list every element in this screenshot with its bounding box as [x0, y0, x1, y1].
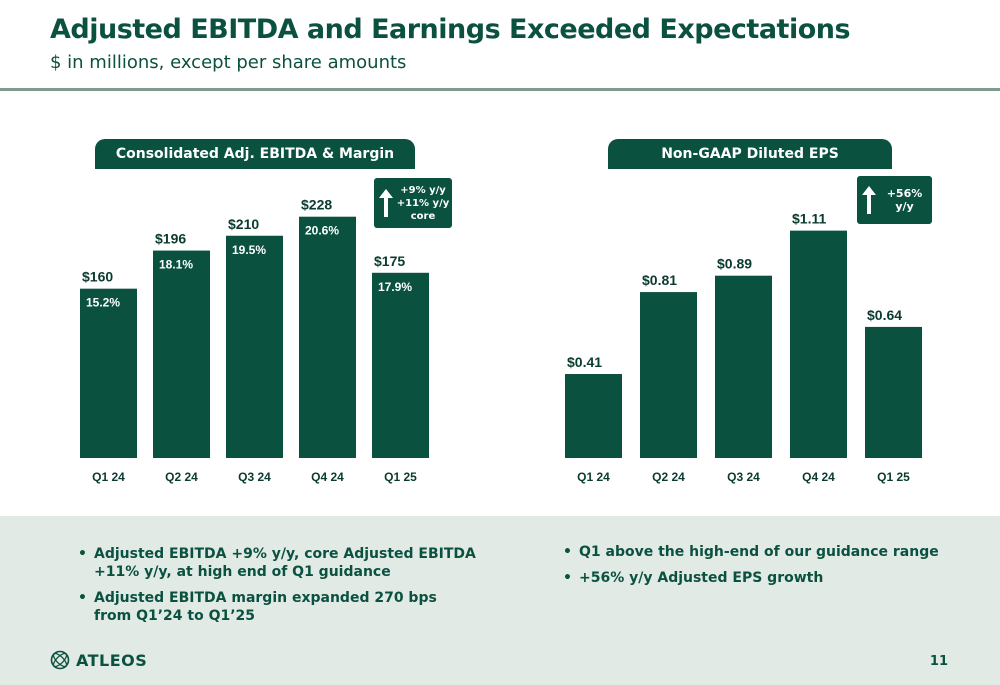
eps-value-label: $1.11 [792, 211, 826, 227]
ebitda-value-label: $228 [301, 197, 332, 213]
eps-growth-yoy: +56% y/y [886, 187, 923, 213]
ebitda-x-tick-label: Q4 24 [311, 470, 344, 484]
page-number: 11 [929, 654, 948, 669]
ebitda-bar [299, 216, 356, 458]
eps-bar [715, 275, 772, 458]
eps-value-label: $0.89 [717, 256, 752, 272]
ebitda-value-label: $175 [374, 253, 405, 269]
ebitda-x-tick-label: Q1 24 [92, 470, 125, 484]
header-divider [0, 88, 1000, 91]
ebitda-chart-title: Consolidated Adj. EBITDA & Margin [95, 139, 415, 169]
eps-bar [865, 326, 922, 458]
arrow-up-icon [862, 186, 876, 214]
ebitda-margin-label: 17.9% [378, 280, 412, 294]
ebitda-growth-core: +11% y/y core [396, 197, 450, 222]
ebitda-bar [80, 288, 137, 458]
ebitda-margin-label: 20.6% [305, 224, 339, 238]
atleos-logo: ATLEOS [50, 650, 147, 670]
eps-x-tick-label: Q3 24 [727, 470, 760, 484]
ebitda-margin-label: 18.1% [159, 258, 193, 272]
page-title: Adjusted EBITDA and Earnings Exceeded Ex… [50, 14, 851, 45]
ebitda-x-tick-label: Q1 25 [384, 470, 417, 484]
ebitda-bar [226, 235, 283, 458]
bullets-left: Adjusted EBITDA +9% y/y, core Adjusted E… [78, 545, 478, 633]
bullets-right: Q1 above the high-end of our guidance ra… [563, 543, 943, 595]
eps-value-label: $0.41 [567, 354, 602, 370]
ebitda-value-label: $160 [82, 269, 113, 285]
ebitda-growth-yoy: +9% y/y [400, 184, 446, 196]
ebitda-x-tick-label: Q3 24 [238, 470, 271, 484]
ebitda-value-label: $210 [228, 216, 259, 232]
eps-growth-badge: +56% y/y [857, 176, 932, 224]
ebitda-bar [153, 250, 210, 458]
eps-x-tick-label: Q2 24 [652, 470, 685, 484]
bullet-item: +56% y/y Adjusted EPS growth [563, 569, 943, 587]
globe-icon [50, 650, 70, 670]
ebitda-margin-label: 15.2% [86, 296, 120, 310]
bullet-item: Adjusted EBITDA +9% y/y, core Adjusted E… [78, 545, 478, 581]
eps-value-label: $0.81 [642, 272, 677, 288]
eps-bar [640, 292, 697, 458]
eps-chart-title: Non-GAAP Diluted EPS [608, 139, 892, 169]
ebitda-value-label: $196 [155, 231, 186, 247]
logo-text: ATLEOS [76, 650, 148, 670]
eps-value-label: $0.64 [867, 307, 902, 323]
eps-x-tick-label: Q1 24 [577, 470, 610, 484]
eps-bar [565, 374, 622, 458]
ebitda-margin-label: 19.5% [232, 243, 266, 257]
page-subtitle: $ in millions, except per share amounts [50, 52, 407, 73]
ebitda-growth-badge: +9% y/y +11% y/y core [374, 178, 452, 228]
bullet-item: Q1 above the high-end of our guidance ra… [563, 543, 943, 561]
ebitda-bar [372, 272, 429, 458]
charts-canvas: $160 15.2% Q1 24 $196 18.1% Q2 24 $210 19.5% Q3 … [80, 197, 922, 484]
bullet-item: Adjusted EBITDA margin expanded 270 bps … [78, 589, 478, 625]
eps-bar [790, 230, 847, 458]
arrow-up-icon [379, 189, 393, 217]
eps-x-tick-label: Q1 25 [877, 470, 910, 484]
ebitda-x-tick-label: Q2 24 [165, 470, 198, 484]
eps-x-tick-label: Q4 24 [802, 470, 835, 484]
